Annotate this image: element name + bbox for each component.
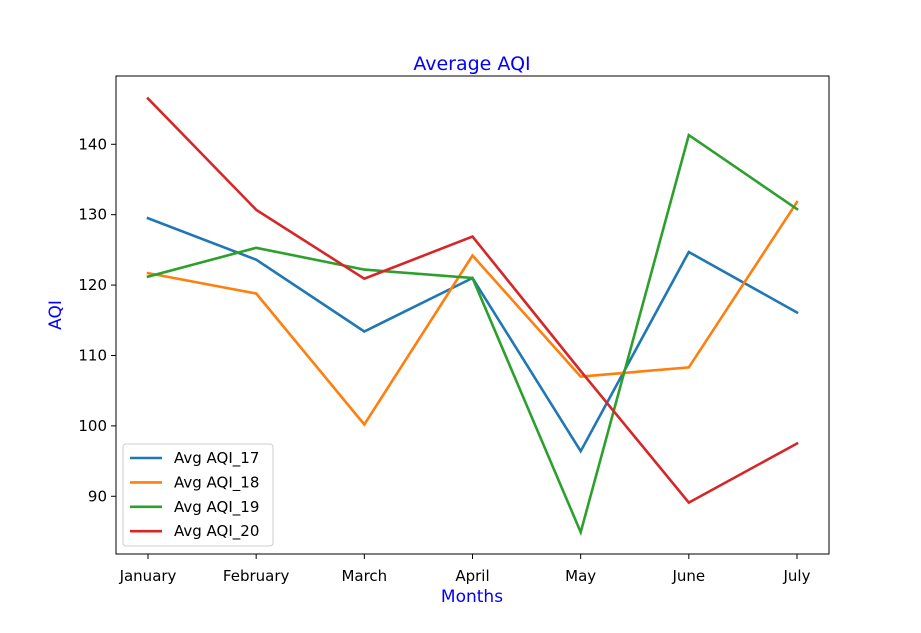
x-tick-label: May: [565, 567, 596, 585]
x-tick-label: July: [783, 567, 811, 585]
x-tick-label: March: [341, 567, 387, 585]
y-tick-label: 100: [78, 417, 107, 435]
x-axis-title: Months: [441, 587, 503, 607]
series-line-4: [146, 96, 799, 505]
legend-box: [122, 443, 274, 547]
series-layer: [146, 96, 799, 537]
x-tick-label: June: [671, 567, 705, 585]
y-tick-label: 120: [78, 276, 107, 294]
legend-label: Avg AQI_18: [174, 473, 259, 492]
chart-title: Average AQI: [413, 53, 530, 75]
x-tick-label: February: [223, 567, 290, 585]
y-axis: 90 100 110 120 130 140: [78, 135, 116, 505]
legend-label: Avg AQI_19: [174, 498, 259, 517]
series-line-2: [146, 200, 799, 427]
x-tick-label: April: [455, 567, 489, 585]
y-axis-title: AQI: [46, 300, 66, 330]
y-tick-label: 90: [88, 487, 107, 505]
series-line-3: [146, 132, 799, 537]
y-tick-label: 140: [78, 135, 107, 153]
y-tick-label: 130: [78, 206, 107, 224]
x-axis: January February March April May June July: [119, 554, 811, 585]
x-tick-label: January: [119, 567, 177, 585]
legend: Avg AQI_17 Avg AQI_18 Avg AQI_19 Avg AQI_20: [122, 443, 274, 547]
y-tick-label: 110: [78, 346, 107, 364]
legend-label: Avg AQI_17: [174, 449, 259, 468]
legend-label: Avg AQI_20: [174, 522, 259, 541]
